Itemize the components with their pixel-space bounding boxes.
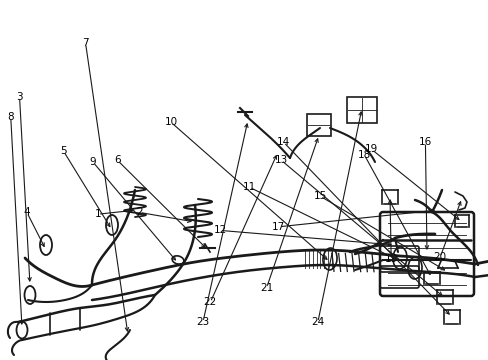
- Text: 19: 19: [364, 144, 378, 154]
- Text: 13: 13: [274, 155, 287, 165]
- Text: 23: 23: [196, 317, 209, 327]
- Text: 11: 11: [242, 182, 256, 192]
- Text: 2: 2: [136, 207, 142, 217]
- Text: 21: 21: [259, 283, 273, 293]
- Text: 7: 7: [82, 38, 89, 48]
- Text: 19: 19: [384, 254, 397, 264]
- Text: 18: 18: [357, 150, 370, 160]
- Text: 24: 24: [310, 317, 324, 327]
- Text: 10: 10: [164, 117, 177, 127]
- Text: 16: 16: [418, 137, 431, 147]
- Text: 22: 22: [203, 297, 217, 307]
- Text: 5: 5: [60, 146, 67, 156]
- Text: 8: 8: [7, 112, 14, 122]
- Text: 14: 14: [276, 137, 290, 147]
- Text: 20: 20: [433, 252, 446, 262]
- Text: 15: 15: [313, 191, 326, 201]
- Text: 3: 3: [16, 92, 23, 102]
- Text: 4: 4: [23, 207, 30, 217]
- Text: 12: 12: [213, 225, 226, 235]
- Text: 1: 1: [94, 209, 101, 219]
- Text: 17: 17: [271, 222, 285, 232]
- Text: 9: 9: [89, 157, 96, 167]
- Text: 6: 6: [114, 155, 121, 165]
